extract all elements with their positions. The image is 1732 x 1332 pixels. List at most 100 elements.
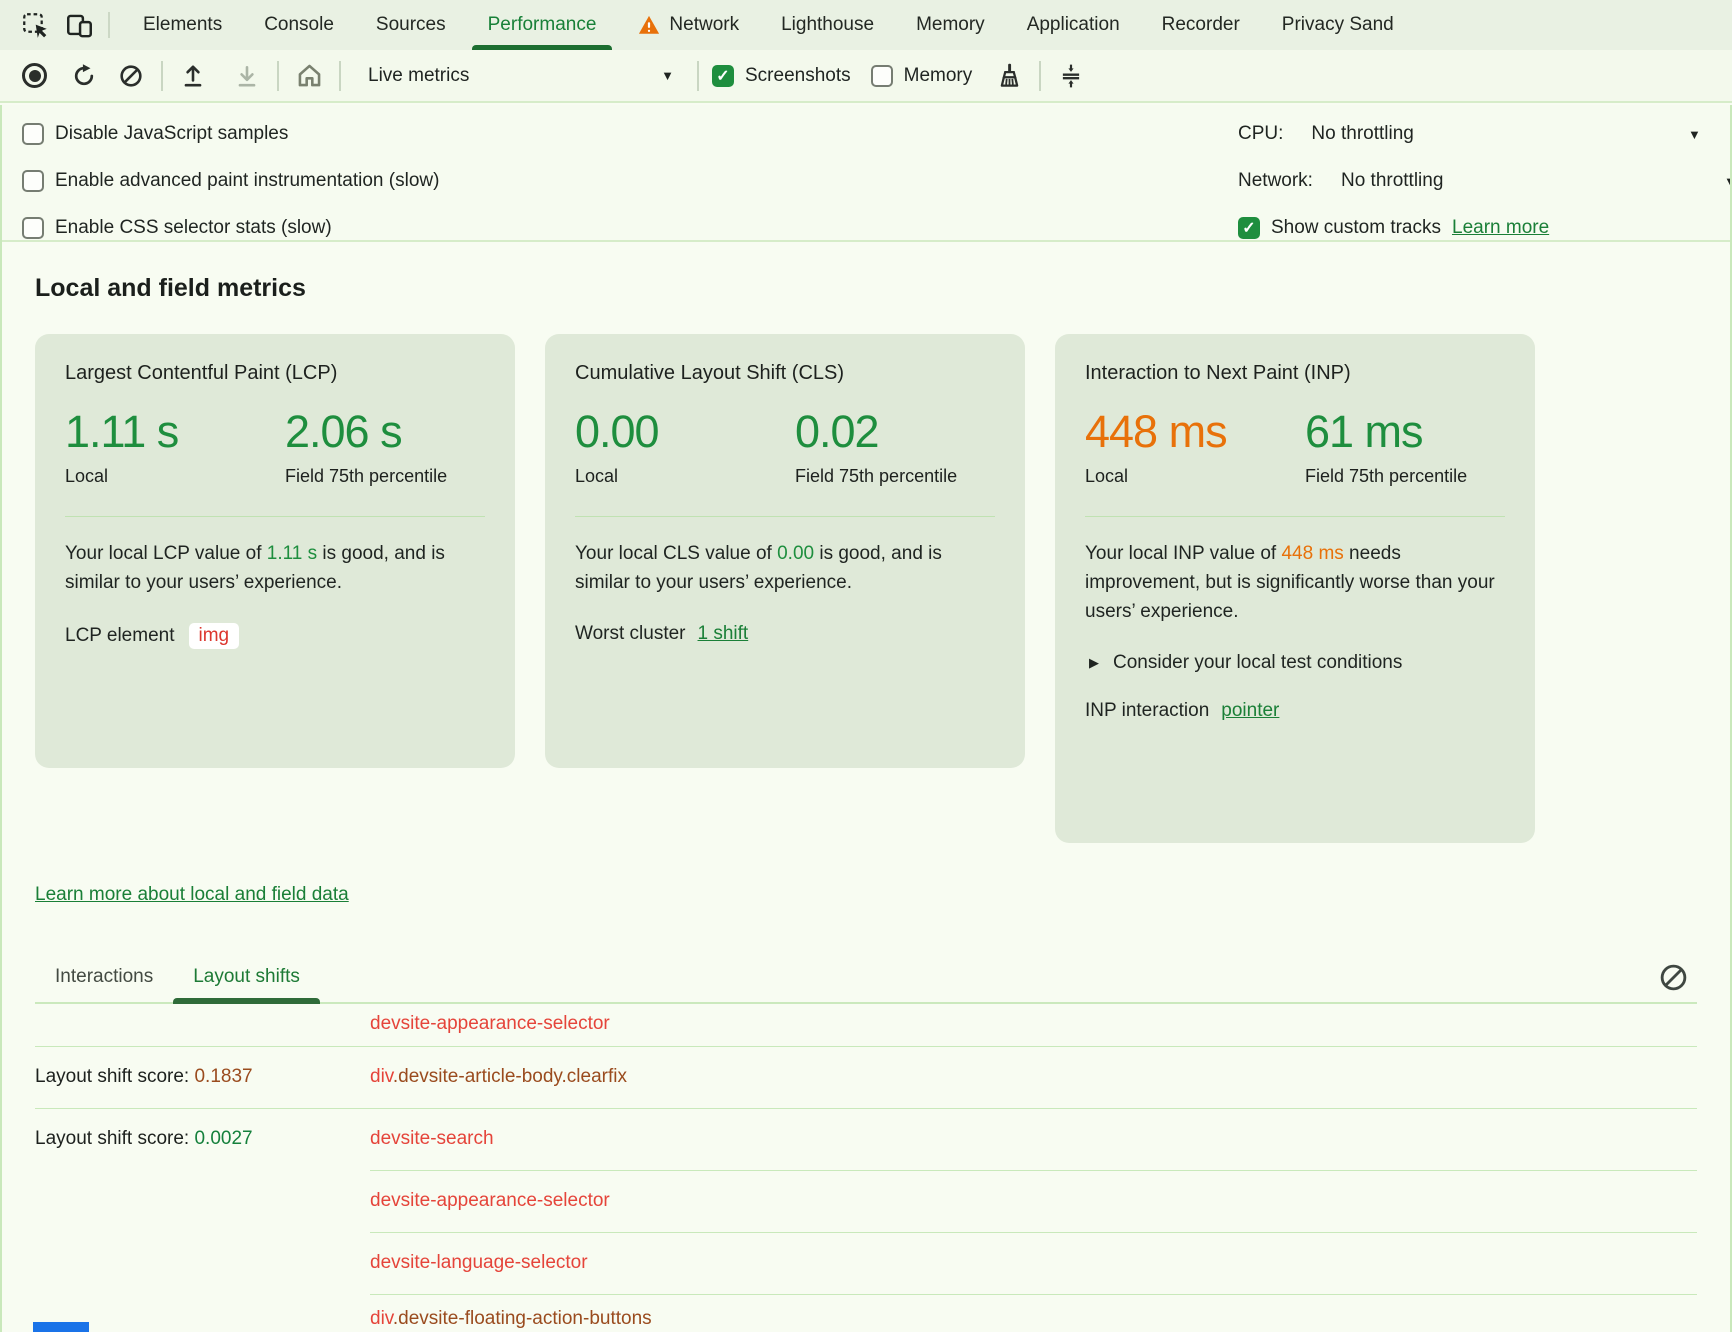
tab-label: Recorder <box>1161 14 1240 35</box>
desc-text: Your local INP value of <box>1085 543 1282 564</box>
advanced-paint-checkbox[interactable] <box>22 170 44 192</box>
tab-recorder[interactable]: Recorder <box>1141 0 1261 50</box>
tab-label: Privacy Sand <box>1281 14 1394 35</box>
desc-text: needs improvement, but is significantly … <box>1085 543 1495 622</box>
tab-elements[interactable]: Elements <box>122 0 243 50</box>
tab-lighthouse[interactable]: Lighthouse <box>760 0 895 50</box>
metric-description: Your local CLS value of 0.00 is good, an… <box>575 539 995 597</box>
chevron-down-icon[interactable]: ▼ <box>1688 126 1701 142</box>
layout-shift-row: devsite-language-selector <box>0 1232 1732 1294</box>
tab-privacy-sandbox[interactable]: Privacy Sand <box>1261 0 1415 50</box>
divider <box>575 516 995 517</box>
save-profile-icon[interactable] <box>176 59 210 93</box>
clear-log-button[interactable] <box>1658 962 1689 993</box>
lcp-element-label: LCP element <box>65 625 175 646</box>
shift-node-link[interactable]: div.devsite-floating-action-buttons <box>370 1308 652 1330</box>
node-tag: devsite-search <box>370 1128 494 1149</box>
shift-node-link[interactable]: devsite-search <box>370 1128 494 1150</box>
field-value-block: 61 ms Field 75th percentile <box>1305 407 1525 490</box>
metric-description: Your local INP value of 448 ms needs imp… <box>1085 539 1505 626</box>
checkbox-label: Enable CSS selector stats (slow) <box>55 217 332 238</box>
tab-sources[interactable]: Sources <box>355 0 467 50</box>
tab-interactions[interactable]: Interactions <box>35 952 173 1002</box>
worst-cluster-row: Worst cluster 1 shift <box>575 623 995 645</box>
inp-interaction-label: INP interaction <box>1085 700 1210 721</box>
panel-mode-select[interactable]: Live metrics ▼ <box>354 56 684 96</box>
tab-memory[interactable]: Memory <box>895 0 1006 50</box>
shift-node-link[interactable]: devsite-appearance-selector <box>370 1190 610 1212</box>
cpu-throttling-row: CPU: No throttling ▼ <box>1238 120 1732 148</box>
disclosure-triangle-icon: ▶ <box>1089 655 1099 670</box>
tab-console[interactable]: Console <box>243 0 355 50</box>
cls-field-value: 0.02 <box>795 406 880 457</box>
worst-cluster-label: Worst cluster <box>575 623 686 644</box>
collect-garbage-broom-icon[interactable] <box>992 59 1026 93</box>
desc-text: is good, and is similar to your users’ e… <box>575 543 942 593</box>
lcp-element-node-link[interactable]: img <box>188 623 240 649</box>
worst-cluster-link[interactable]: 1 shift <box>697 623 749 644</box>
separator <box>108 12 110 38</box>
shift-node-link[interactable]: devsite-appearance-selector <box>370 1013 610 1035</box>
tab-layout-shifts[interactable]: Layout shifts <box>173 952 320 1004</box>
node-tag: div <box>370 1066 393 1087</box>
tab-application[interactable]: Application <box>1006 0 1141 50</box>
capture-settings: Disable JavaScript samples Enable advanc… <box>0 105 1732 242</box>
tab-label: Memory <box>916 14 985 35</box>
network-throttling-row: Network: No throttling ▼ <box>1238 167 1732 195</box>
separator <box>277 60 279 91</box>
inp-local-value: 448 ms <box>1085 406 1228 457</box>
network-label: Network: <box>1238 170 1313 191</box>
record-button[interactable] <box>22 63 47 88</box>
screenshots-checkbox[interactable]: ✓ <box>712 64 734 87</box>
clear-icon[interactable] <box>114 59 148 93</box>
field-label: Field 75th percentile <box>1305 466 1468 486</box>
shift-node-link[interactable]: div.devsite-article-body.clearfix <box>370 1066 627 1088</box>
cpu-throttling-select[interactable]: No throttling <box>1311 123 1414 144</box>
layout-shifts-log: devsite-appearance-selector Layout shift… <box>0 1002 1732 1332</box>
tab-label: Application <box>1026 14 1120 35</box>
section-heading: Local and field metrics <box>35 274 306 302</box>
shift-score: Layout shift score: 0.0027 <box>35 1128 370 1150</box>
tab-label: Lighthouse <box>781 14 875 35</box>
disable-js-samples-checkbox[interactable] <box>22 123 44 145</box>
local-value-block: 0.00 Local <box>575 407 795 490</box>
load-profile-icon[interactable] <box>230 59 264 93</box>
chevron-down-icon[interactable]: ▼ <box>1724 173 1732 189</box>
tab-network[interactable]: Network <box>617 0 760 50</box>
inspect-element-icon[interactable] <box>18 8 52 42</box>
layout-shift-row: div.devsite-floating-action-buttons <box>0 1294 1732 1332</box>
reload-and-record-icon[interactable] <box>67 59 101 93</box>
tab-label: Sources <box>375 14 446 35</box>
disable-js-samples-row: Disable JavaScript samples <box>22 120 288 148</box>
score-label: Layout shift score: <box>35 1066 195 1087</box>
device-toolbar-icon[interactable] <box>62 8 96 42</box>
separator <box>339 60 341 91</box>
panel-left-edge <box>0 105 2 1332</box>
network-throttling-select[interactable]: No throttling <box>1340 170 1444 191</box>
learn-more-field-data-link[interactable]: Learn more about local and field data <box>35 884 349 905</box>
memory-checkbox[interactable] <box>870 64 893 87</box>
metric-title: Interaction to Next Paint (INP) <box>1085 362 1351 384</box>
css-selector-stats-checkbox[interactable] <box>22 217 44 239</box>
local-test-conditions-disclosure[interactable]: ▶ Consider your local test conditions <box>1085 652 1505 674</box>
tab-performance[interactable]: Performance <box>467 0 618 50</box>
local-label: Local <box>1085 466 1129 486</box>
shift-node-link[interactable]: devsite-language-selector <box>370 1252 588 1274</box>
checkmark-icon: ✓ <box>716 67 730 85</box>
desc-value: 448 ms <box>1281 543 1344 564</box>
disclosure-label: Consider your local test conditions <box>1113 652 1403 673</box>
learn-more-link[interactable]: Learn more <box>1452 217 1550 238</box>
log-tab-bar: Interactions Layout shifts <box>35 952 1697 1004</box>
bottom-blue-indicator-bar <box>33 1322 89 1332</box>
desc-text: Your local CLS value of <box>575 543 778 564</box>
inp-interaction-row: INP interaction pointer <box>1085 700 1505 722</box>
shift-score: Layout shift score: 0.1837 <box>35 1066 370 1088</box>
checkbox-label: Enable advanced paint instrumentation (s… <box>55 170 440 191</box>
desc-text: is good, and is similar to your users’ e… <box>65 543 445 593</box>
inp-interaction-link[interactable]: pointer <box>1221 700 1280 721</box>
custom-tracks-checkbox[interactable]: ✓ <box>1238 217 1260 239</box>
checkbox-label: Disable JavaScript samples <box>55 123 289 144</box>
home-icon[interactable] <box>292 59 326 93</box>
vertical-collapse-icon[interactable] <box>1054 59 1088 93</box>
